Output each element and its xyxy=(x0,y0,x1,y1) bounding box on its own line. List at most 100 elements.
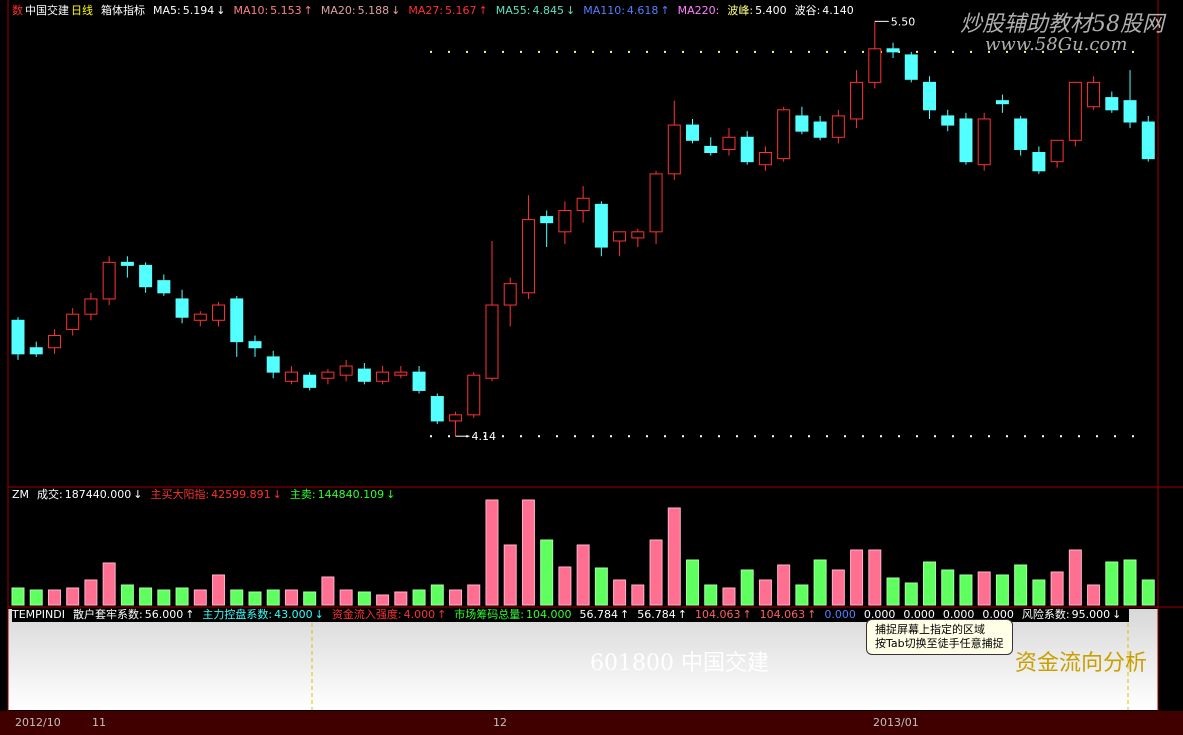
item-name: 主买大阳指: xyxy=(150,488,210,501)
candle-body xyxy=(266,356,280,373)
date-label: 2013/01 xyxy=(873,716,919,729)
volume-bar xyxy=(84,579,98,606)
candle-body xyxy=(321,371,335,379)
volume-bar xyxy=(1032,579,1046,606)
candle-body xyxy=(576,197,590,211)
volume-bar xyxy=(795,584,809,606)
candle-body xyxy=(230,298,244,343)
volume-bar xyxy=(594,567,608,606)
item-value: 187440.000 xyxy=(64,488,132,501)
volume-bar xyxy=(722,587,736,606)
item-value: 0.000 xyxy=(903,608,935,621)
candle-body xyxy=(66,313,80,330)
item-arrow: ↑ xyxy=(677,608,687,621)
candle-body xyxy=(303,374,317,388)
volume-bar xyxy=(813,559,827,606)
volume-bar xyxy=(613,579,627,606)
candle-body xyxy=(795,115,809,132)
volume-bar xyxy=(1087,584,1101,606)
panel-title: TEMPINDI xyxy=(12,608,65,621)
volume-bar xyxy=(193,589,207,606)
item-arrow: ↓ xyxy=(272,488,282,501)
watermark: 炒股辅助教材58股网 xyxy=(960,12,1164,37)
candle-body xyxy=(193,313,207,321)
candle-body xyxy=(886,48,900,53)
annotation: 5.50 xyxy=(891,15,916,28)
volume-bar xyxy=(1014,564,1028,606)
volume-bar xyxy=(503,544,517,606)
item-name: 主力控盘系数: xyxy=(202,608,273,621)
volume-bar xyxy=(904,582,918,606)
candle-body xyxy=(84,298,98,315)
candle-body xyxy=(704,145,718,154)
price-header: 数中国交建 日线 箱体指标 MA5: 5.194 ↓ MA10: 5.153 ↑ MA20: 5.1… xyxy=(12,4,856,18)
item-arrow: ↓ xyxy=(133,488,143,501)
candle-body xyxy=(868,48,882,83)
candle-body xyxy=(977,118,991,166)
period: 日线 xyxy=(71,4,93,17)
item-arrow: ↑ xyxy=(620,608,630,621)
item-arrow: ↑ xyxy=(437,608,447,621)
item-value: 104.063 xyxy=(694,608,741,621)
candle-body xyxy=(649,173,663,233)
watermark: www.58Gu.com xyxy=(985,34,1128,55)
volume-bar xyxy=(303,591,317,606)
item-value: 5.153 xyxy=(270,4,302,17)
item-name: MA20: xyxy=(320,4,356,17)
volume-bar xyxy=(430,584,444,606)
volume-bar xyxy=(1141,579,1155,606)
volume-bar xyxy=(558,566,572,606)
candle-body xyxy=(722,136,736,150)
volume-bar xyxy=(485,499,499,606)
candle-body xyxy=(941,115,955,126)
candle-body xyxy=(29,347,43,355)
item-arrow: ↑ xyxy=(185,608,195,621)
item-value: 56.784 xyxy=(579,608,619,621)
volume-bar xyxy=(686,559,700,606)
candle-body xyxy=(667,124,681,175)
item-value: 42599.891 xyxy=(211,488,271,501)
item-name: 风险系数: xyxy=(1021,608,1070,621)
candle-body xyxy=(339,365,353,376)
candle-body xyxy=(1068,81,1082,141)
volume-bar xyxy=(868,549,882,606)
item-arrow: ↑ xyxy=(478,4,488,17)
volume-bar xyxy=(412,589,426,606)
item-value: 104.000 xyxy=(526,608,572,621)
item-value: 5.188 xyxy=(357,4,390,17)
item-arrow: ↓ xyxy=(386,488,396,501)
volume-bar xyxy=(740,569,754,606)
candle-body xyxy=(850,81,864,120)
volume-bar xyxy=(540,539,554,606)
tooltip-line: 捕捉屏幕上指定的区域 xyxy=(875,623,985,636)
trough-name: 波谷: xyxy=(794,4,821,17)
candle-body xyxy=(686,124,700,141)
volume-bar xyxy=(394,591,408,606)
volume-bar xyxy=(886,577,900,606)
volume-bar xyxy=(230,589,244,606)
item-arrow: ↑ xyxy=(303,4,313,17)
candle-body xyxy=(212,304,226,321)
candle-body xyxy=(139,264,153,288)
volume-bar xyxy=(576,544,590,606)
item-value: 4.000 xyxy=(403,608,436,621)
item-name: 成交: xyxy=(37,488,63,501)
candle-body xyxy=(248,341,262,349)
volume-bar xyxy=(1105,561,1119,606)
volume-bar xyxy=(284,589,298,606)
item-arrow: ↓ xyxy=(565,4,576,17)
candle-body xyxy=(758,152,772,166)
candle-body xyxy=(959,118,973,163)
item-name: 散户套牢系数: xyxy=(72,608,143,621)
volume-bar xyxy=(923,561,936,606)
volume-bar xyxy=(977,571,991,606)
candle-body xyxy=(923,81,936,111)
volume-bar xyxy=(1068,549,1082,606)
candle-body xyxy=(995,100,1009,105)
tooltip: 捕捉屏幕上指定的区域 按Tab切换至徒手任意捕捉 xyxy=(866,619,1013,655)
flow-label: 资金流向分析 xyxy=(1015,651,1147,676)
panel-title: ZM xyxy=(12,488,30,501)
volume-bar xyxy=(102,562,116,606)
candle-body xyxy=(11,319,25,355)
